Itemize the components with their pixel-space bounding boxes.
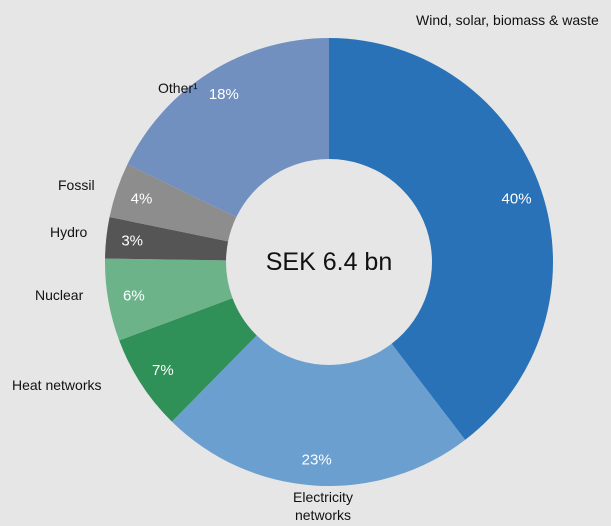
value-label: 40% (502, 190, 532, 207)
category-label: Nuclear (35, 287, 84, 303)
value-label: 18% (209, 86, 239, 103)
donut-segment (105, 258, 233, 341)
donut-segment (171, 335, 466, 486)
donut-segment (109, 164, 237, 242)
center-text: SEK 6.4 bn (266, 248, 392, 276)
donut-segment (119, 298, 257, 422)
category-label: Other¹ (158, 80, 198, 96)
donut-segment (127, 38, 329, 218)
value-label: 3% (121, 232, 143, 249)
value-label: 23% (302, 452, 332, 469)
value-label: 6% (123, 288, 145, 305)
value-label: 7% (152, 362, 174, 379)
category-label: Electricity networks (293, 489, 353, 523)
category-label: Hydro (50, 224, 88, 240)
donut-segment (105, 217, 229, 261)
value-label: 4% (131, 190, 153, 207)
donut-segment (329, 38, 554, 440)
category-label: Wind, solar, biomass & waste (416, 12, 599, 28)
category-label: Heat networks (12, 377, 102, 393)
category-label: Fossil (58, 177, 95, 193)
